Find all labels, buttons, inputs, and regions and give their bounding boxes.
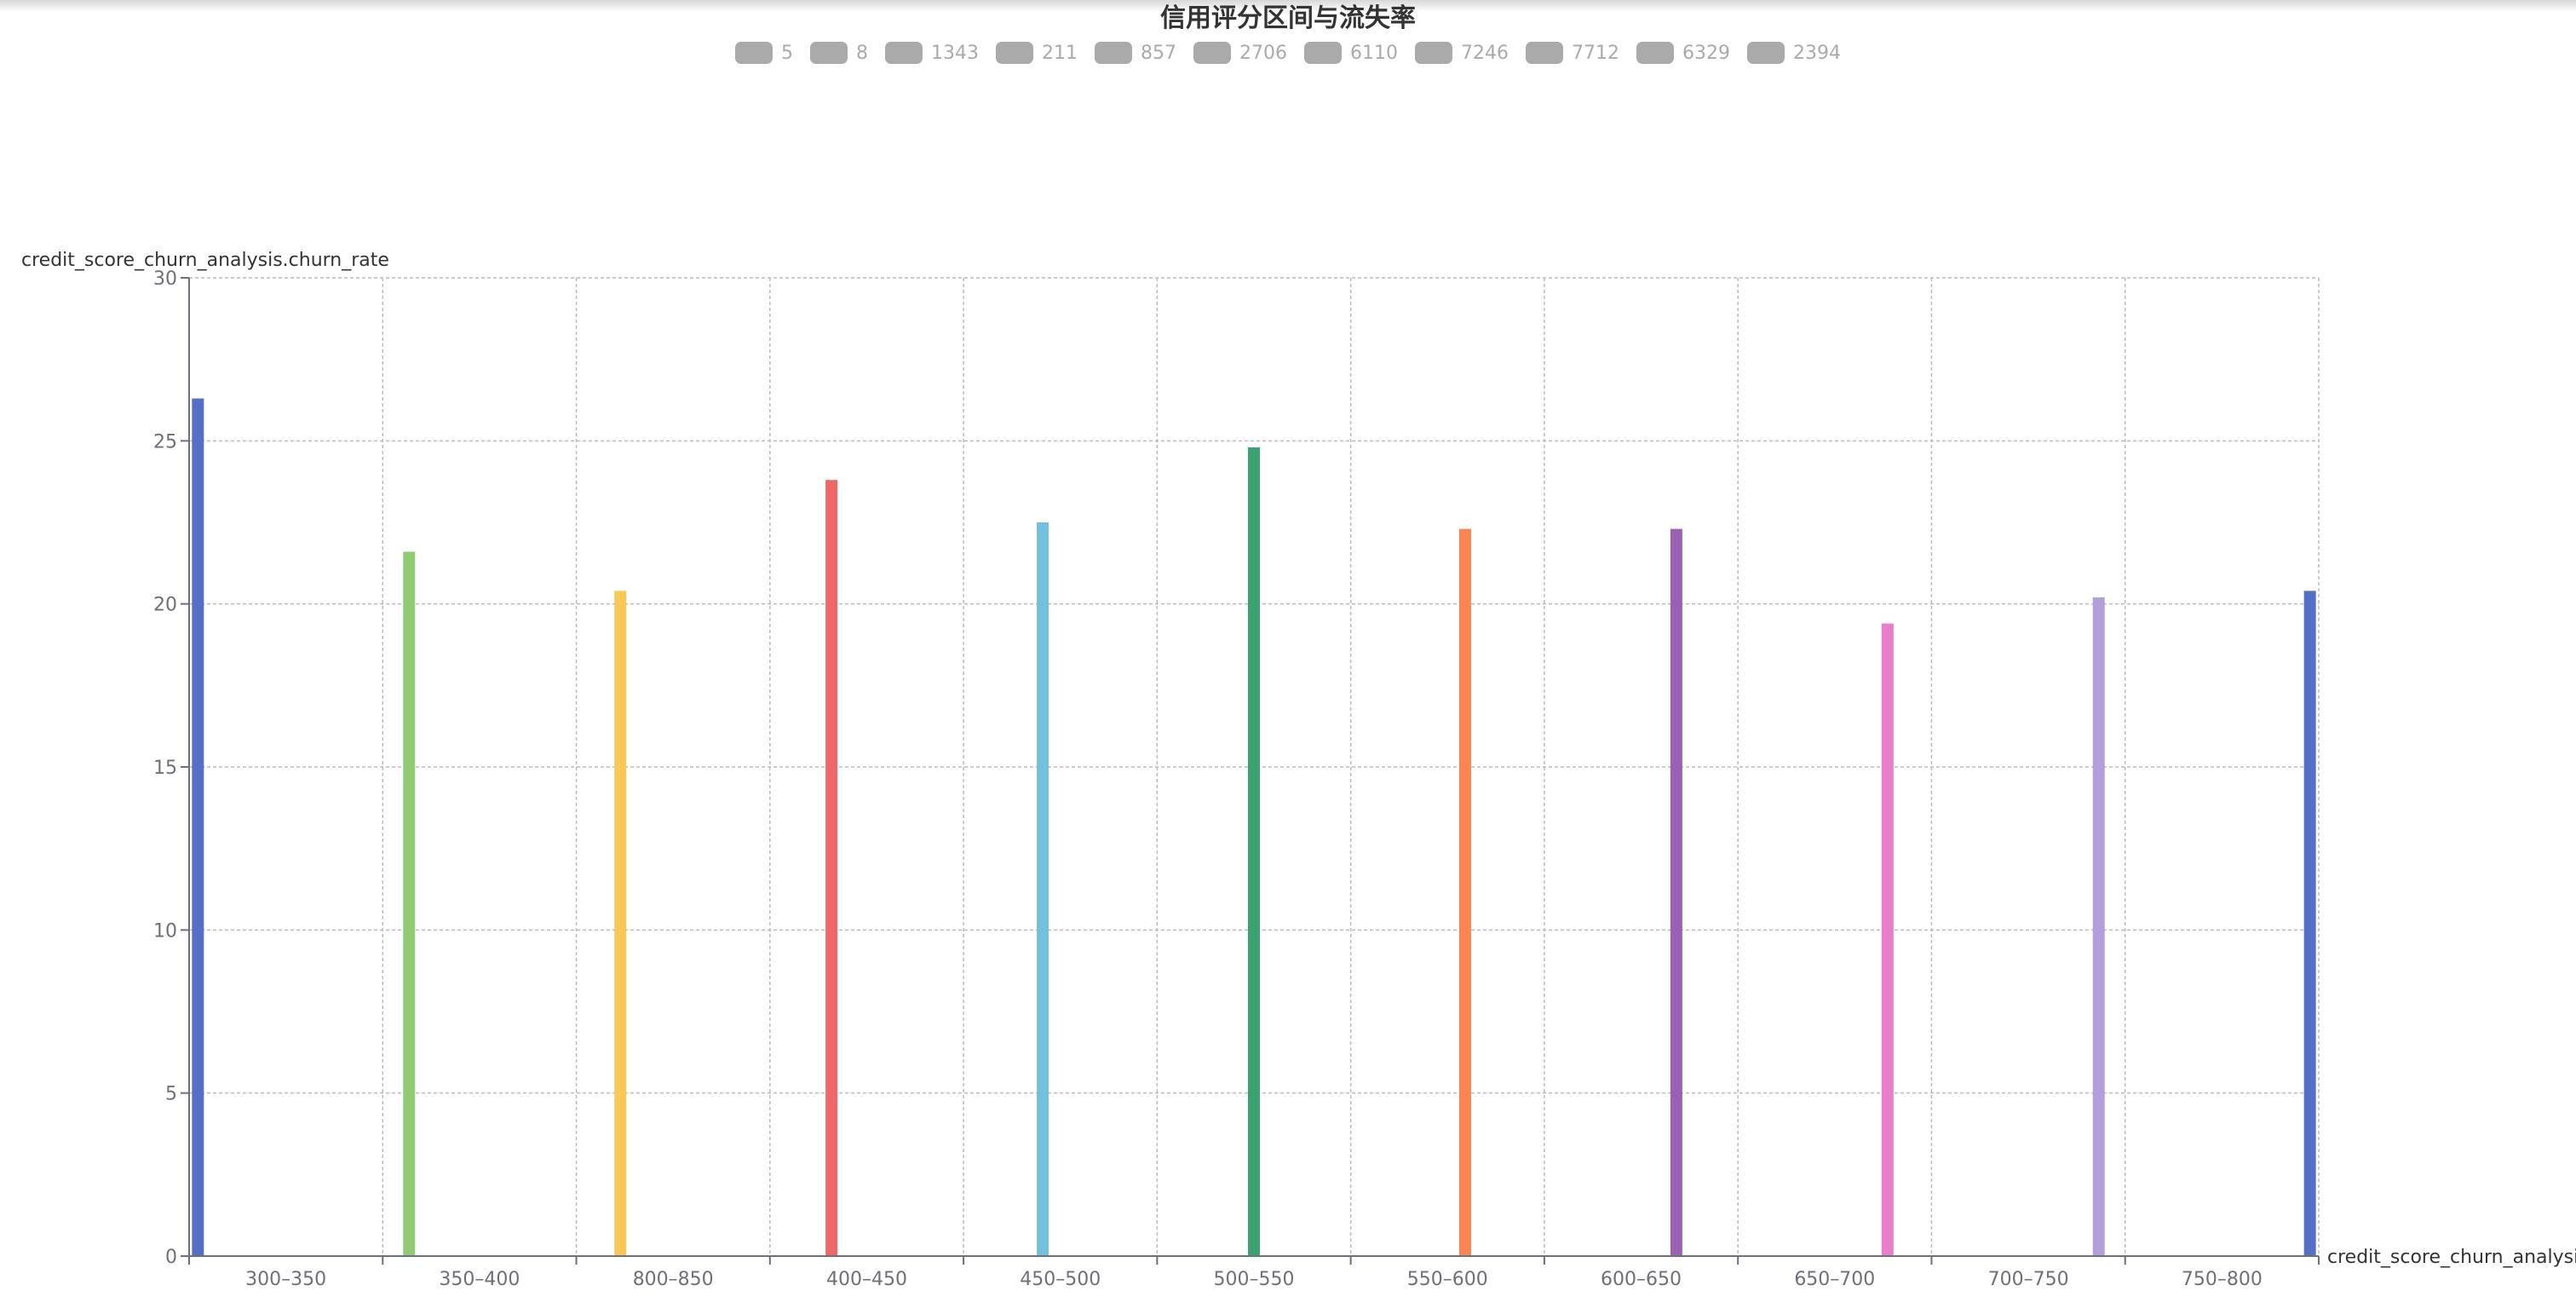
x-tick-label: 800–850 bbox=[633, 1269, 714, 1290]
y-tick-label: 20 bbox=[153, 595, 177, 616]
legend-swatch bbox=[1095, 42, 1132, 64]
legend-item[interactable]: 6329 bbox=[1636, 37, 1730, 68]
legend-swatch bbox=[1304, 42, 1342, 64]
y-tick-label: 25 bbox=[153, 431, 177, 453]
top-shadow bbox=[0, 0, 2576, 12]
bar[interactable] bbox=[1670, 528, 1682, 1256]
legend-item[interactable]: 211 bbox=[996, 37, 1078, 68]
legend-label: 211 bbox=[1042, 42, 1078, 64]
legend-item[interactable]: 7712 bbox=[1526, 37, 1619, 68]
x-axis-title: credit_score_churn_analysis.c bbox=[2327, 1247, 2576, 1268]
legend-label: 6110 bbox=[1350, 42, 1398, 64]
legend-item[interactable]: 5 bbox=[735, 37, 793, 68]
bar[interactable] bbox=[1458, 528, 1471, 1256]
axes bbox=[181, 277, 2320, 1265]
x-tick-label: 750–800 bbox=[2182, 1269, 2263, 1290]
legend-item[interactable]: 2394 bbox=[1747, 37, 1841, 68]
bar[interactable] bbox=[1037, 522, 1049, 1256]
bar[interactable] bbox=[614, 591, 627, 1256]
bar[interactable] bbox=[825, 480, 838, 1256]
x-tick-label: 450–500 bbox=[1020, 1269, 1101, 1290]
x-tick-label: 350–400 bbox=[439, 1269, 520, 1290]
legend-swatch bbox=[996, 42, 1033, 64]
legend-swatch bbox=[735, 42, 773, 64]
y-tick-label: 10 bbox=[153, 920, 177, 942]
bar[interactable] bbox=[2092, 597, 2105, 1256]
legend-label: 7712 bbox=[1572, 42, 1619, 64]
legend-label: 7246 bbox=[1461, 42, 1509, 64]
chart-legend: 5 8 1343 211 857 2706 6110 7246 7712 6329 2394 bbox=[0, 37, 2576, 68]
y-axis-title: credit_score_churn_analysis.churn_rate bbox=[21, 250, 389, 271]
legend-label: 5 bbox=[781, 42, 793, 64]
axis-labels: 0 5 10 15 20 25 30 300–350 350–400 800–850 400–450… bbox=[21, 250, 2576, 1290]
legend-label: 6329 bbox=[1682, 42, 1730, 64]
y-tick-label: 0 bbox=[165, 1247, 177, 1268]
y-tick-label: 15 bbox=[153, 758, 177, 779]
x-tick-label: 650–700 bbox=[1794, 1269, 1875, 1290]
x-tick-label: 700–750 bbox=[1988, 1269, 2069, 1290]
x-tick-label: 300–350 bbox=[245, 1269, 326, 1290]
legend-swatch bbox=[1193, 42, 1231, 64]
legend-swatch bbox=[810, 42, 848, 64]
x-tick-label: 600–650 bbox=[1601, 1269, 1682, 1290]
bar[interactable] bbox=[2303, 591, 2316, 1256]
legend-swatch bbox=[1747, 42, 1785, 64]
y-tick-label: 30 bbox=[153, 268, 177, 290]
legend-item[interactable]: 8 bbox=[810, 37, 868, 68]
bars bbox=[192, 398, 2316, 1256]
bar[interactable] bbox=[1881, 623, 1894, 1256]
x-tick-label: 400–450 bbox=[826, 1269, 907, 1290]
legend-item[interactable]: 857 bbox=[1095, 37, 1176, 68]
legend-item[interactable]: 1343 bbox=[885, 37, 979, 68]
legend-label: 857 bbox=[1141, 42, 1176, 64]
legend-label: 1343 bbox=[931, 42, 979, 64]
y-tick-label: 5 bbox=[165, 1084, 177, 1105]
legend-item[interactable]: 6110 bbox=[1304, 37, 1398, 68]
legend-swatch bbox=[1526, 42, 1563, 64]
x-tick-label: 500–550 bbox=[1214, 1269, 1295, 1290]
bar[interactable] bbox=[192, 398, 204, 1256]
legend-swatch bbox=[1636, 42, 1674, 64]
legend-label: 2394 bbox=[1793, 42, 1841, 64]
legend-swatch bbox=[1415, 42, 1452, 64]
legend-label: 8 bbox=[856, 42, 868, 64]
grid-lines bbox=[189, 277, 2320, 1256]
bar[interactable] bbox=[1248, 447, 1260, 1256]
bar[interactable] bbox=[403, 551, 416, 1256]
chart-title: 信用评分区间与流失率 bbox=[1160, 3, 1416, 33]
x-tick-label: 550–600 bbox=[1407, 1269, 1488, 1290]
legend-label: 2706 bbox=[1239, 42, 1287, 64]
legend-item[interactable]: 2706 bbox=[1193, 37, 1287, 68]
legend-swatch bbox=[885, 42, 923, 64]
legend-item[interactable]: 7246 bbox=[1415, 37, 1509, 68]
